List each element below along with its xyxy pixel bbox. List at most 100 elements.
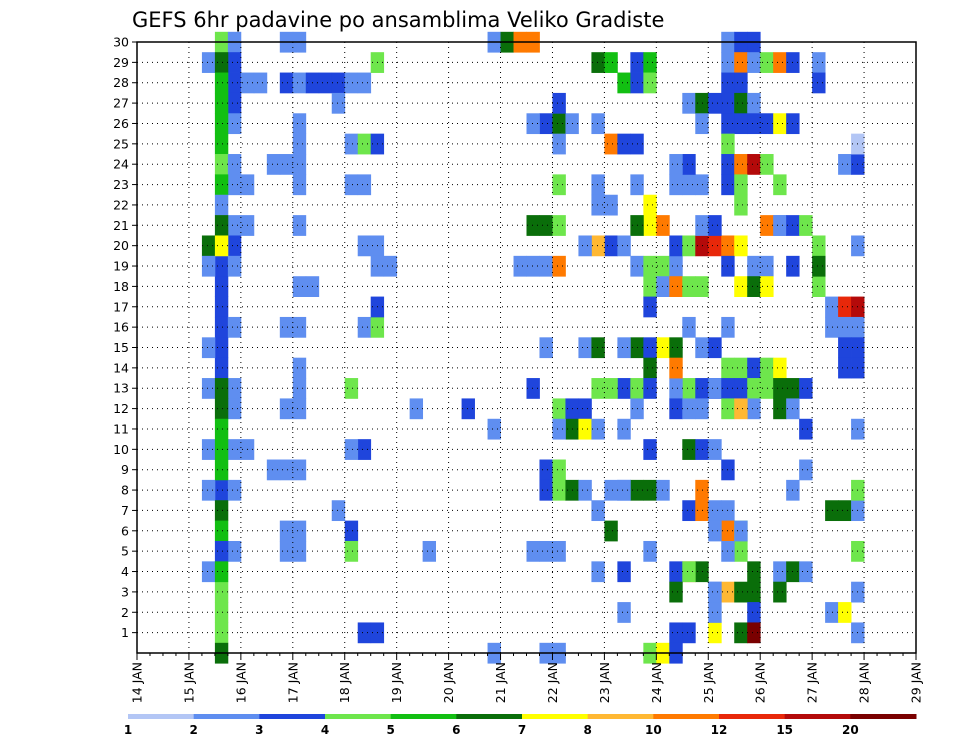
heatmap-cell xyxy=(578,235,592,257)
heatmap-cell xyxy=(695,398,709,420)
heatmap-cell xyxy=(344,133,359,155)
heatmap-cell xyxy=(591,418,605,440)
x-tick-label: 22 JAN xyxy=(545,662,560,703)
heatmap-cell xyxy=(214,357,229,379)
heatmap-cell xyxy=(734,520,748,542)
heatmap-cell xyxy=(669,235,683,257)
heatmap-cell xyxy=(344,520,359,542)
x-tick-label: 27 JAN xyxy=(805,662,820,703)
heatmap-cell xyxy=(682,276,696,297)
heatmap-cell xyxy=(643,194,657,216)
heatmap-cell xyxy=(838,154,852,175)
heatmap-cell xyxy=(838,296,852,318)
heatmap-cell xyxy=(461,398,475,420)
heatmap-cell xyxy=(617,133,631,155)
legend-label: 20 xyxy=(842,723,859,737)
heatmap-cell xyxy=(656,479,670,501)
y-tick-label: 24 xyxy=(113,157,129,172)
heatmap-cell xyxy=(526,378,540,399)
heatmap-cell xyxy=(617,561,631,583)
y-tick-label: 22 xyxy=(113,197,129,212)
heatmap-cell xyxy=(669,581,683,603)
heatmap-cell xyxy=(357,133,372,155)
heatmap-cell xyxy=(292,174,307,196)
heatmap-cell xyxy=(734,174,748,196)
heatmap-cell xyxy=(227,52,242,73)
heatmap-cell xyxy=(292,540,307,562)
heatmap-cell xyxy=(214,439,229,460)
heatmap-cell xyxy=(617,378,631,399)
heatmap-cell xyxy=(682,561,696,583)
y-tick-label: 27 xyxy=(113,96,129,111)
heatmap-cell xyxy=(643,378,657,399)
legend-swatch xyxy=(456,714,523,719)
heatmap-cell xyxy=(669,276,683,297)
heatmap-cell xyxy=(799,459,813,481)
x-axis: 14 JAN 15 JAN 16 JAN 17 JAN 18 JAN 19 JAN 20 J… xyxy=(130,653,924,703)
heatmap-cell xyxy=(357,235,372,257)
heatmap-cell xyxy=(201,439,216,460)
heatmap-cell xyxy=(682,92,696,114)
heatmap-cell xyxy=(552,398,566,420)
heatmap-cell xyxy=(552,459,566,481)
heatmap-cell xyxy=(760,154,774,175)
heatmap-cell xyxy=(266,154,281,175)
legend-swatch xyxy=(587,714,654,719)
heatmap-cell xyxy=(799,215,813,236)
x-tick-label: 28 JAN xyxy=(857,662,872,703)
heatmap-cell xyxy=(812,52,826,73)
heatmap-cell xyxy=(344,72,359,94)
heatmap-cell xyxy=(604,520,618,542)
heatmap-cell xyxy=(227,378,242,399)
heatmap-cell xyxy=(357,316,372,338)
heatmap-cell xyxy=(734,378,748,399)
heatmap-cell xyxy=(760,215,774,236)
heatmap-cell xyxy=(214,500,229,522)
y-tick-label: 18 xyxy=(113,279,129,294)
heatmap-cell xyxy=(552,479,566,501)
heatmap-cell xyxy=(747,622,761,644)
heatmap-cell xyxy=(201,52,216,73)
heatmap-cell xyxy=(708,235,722,257)
heatmap-cell xyxy=(669,378,683,399)
heatmap-cell xyxy=(643,479,657,501)
heatmap-cell xyxy=(747,52,761,73)
heatmap-cell xyxy=(279,72,294,94)
heatmap-cell xyxy=(695,174,709,196)
heatmap-cell xyxy=(591,113,605,135)
heatmap-cell xyxy=(695,235,709,257)
heatmap-cell xyxy=(760,113,774,135)
heatmap-cell xyxy=(669,357,683,379)
y-tick-label: 2 xyxy=(121,605,129,620)
y-tick-label: 20 xyxy=(113,238,129,253)
heatmap-cell xyxy=(760,378,774,399)
heatmap-cell xyxy=(682,439,696,460)
heatmap-cell xyxy=(214,316,229,338)
heatmap-cell xyxy=(344,439,359,460)
heatmap-cell xyxy=(747,378,761,399)
heatmap-cell xyxy=(591,194,605,216)
heatmap-cell xyxy=(773,174,787,196)
heatmap-cell xyxy=(539,540,553,562)
heatmap-cell xyxy=(552,113,566,135)
heatmap-cell xyxy=(279,459,294,481)
heatmap-cell xyxy=(708,602,722,623)
heatmap-cell xyxy=(695,92,709,114)
heatmap-cell xyxy=(695,561,709,583)
heatmap-cell xyxy=(734,357,748,379)
heatmap-cell xyxy=(214,133,229,155)
heatmap-cell xyxy=(682,622,696,644)
legend-label: 5 xyxy=(386,723,394,737)
heatmap-cell xyxy=(201,255,216,277)
y-tick-label: 15 xyxy=(113,340,129,355)
heatmap-cell xyxy=(669,337,683,359)
heatmap-cell xyxy=(682,500,696,522)
heatmap-cell xyxy=(292,398,307,420)
heatmap-cell xyxy=(539,255,553,277)
heatmap-cell xyxy=(708,581,722,603)
heatmap-cell xyxy=(526,255,540,277)
heatmap-cell xyxy=(318,72,333,94)
heatmap-cell xyxy=(253,72,268,94)
legend-swatch xyxy=(128,714,195,719)
heatmap-cell xyxy=(604,235,618,257)
